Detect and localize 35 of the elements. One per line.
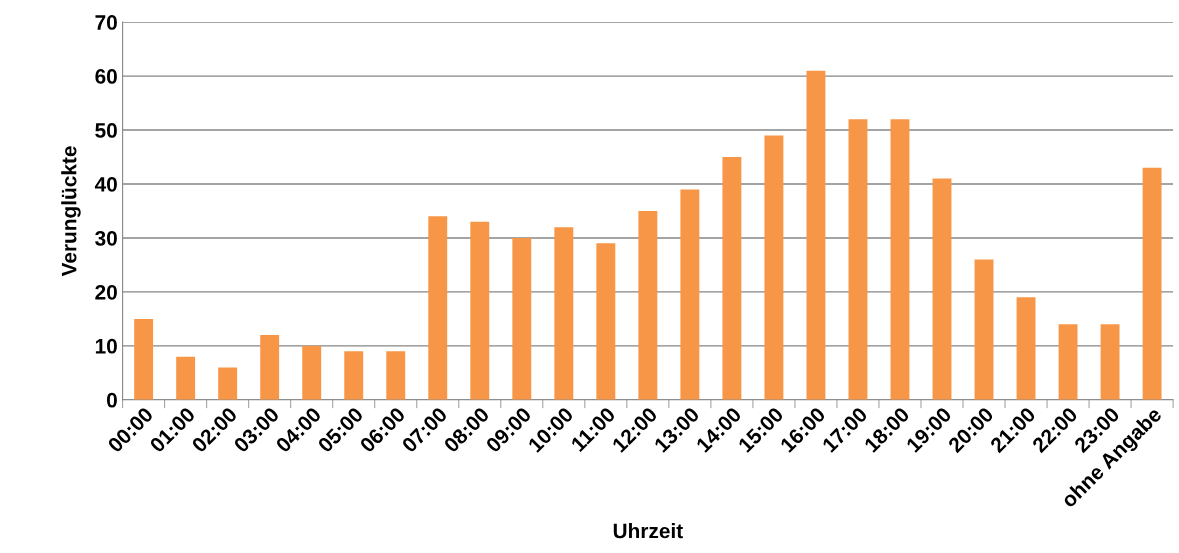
bar [974, 259, 994, 400]
bar [134, 318, 154, 400]
bar [512, 237, 532, 400]
y-tick-label: 60 [95, 69, 117, 84]
bar [638, 210, 658, 400]
bar [386, 351, 406, 400]
bar [848, 119, 868, 400]
bar [554, 227, 574, 400]
bar [890, 119, 910, 400]
bar [680, 189, 700, 400]
y-tick-label: 10 [95, 338, 117, 354]
bar [344, 351, 364, 400]
bar [722, 157, 742, 400]
bar [260, 335, 280, 400]
bar [176, 356, 196, 400]
y-axis-title: Verunglückte [61, 146, 81, 277]
y-tick-label: 50 [95, 123, 117, 138]
bar [302, 345, 322, 400]
bar [1142, 167, 1162, 400]
bar [764, 135, 784, 400]
bar [428, 216, 448, 400]
y-tick-label: 70 [95, 15, 117, 30]
y-tick-label: 20 [95, 284, 117, 300]
y-tick-label: 30 [95, 230, 117, 246]
bar [1058, 324, 1078, 400]
y-tick-label: 40 [94, 176, 117, 192]
bar [932, 178, 952, 400]
bar [1016, 297, 1036, 400]
bar [806, 70, 826, 400]
x-axis-title: Uhrzeit [613, 523, 683, 539]
bar [218, 367, 238, 400]
bar [1100, 324, 1120, 400]
y-tick-label: 0 [106, 392, 117, 408]
bar [596, 243, 616, 400]
bar [470, 221, 490, 400]
